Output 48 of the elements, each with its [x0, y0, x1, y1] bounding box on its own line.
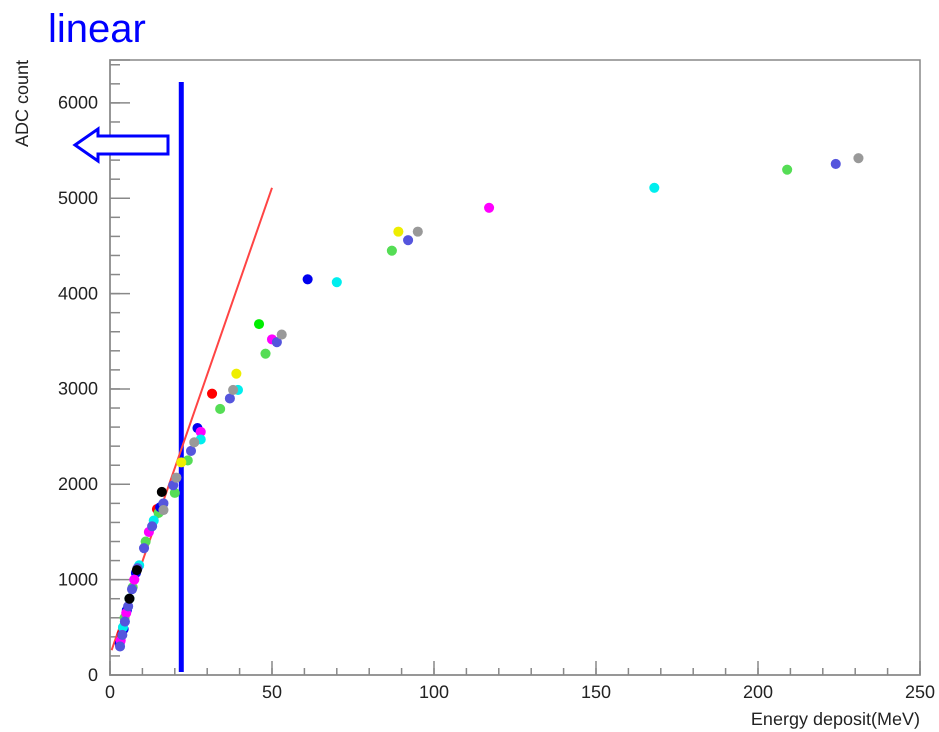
point: [412, 226, 423, 237]
point: [207, 388, 218, 399]
chart-title: linear: [48, 7, 146, 51]
point: [215, 404, 226, 414]
point: [853, 153, 864, 164]
point: [484, 202, 494, 213]
x-tick-label: 250: [904, 682, 936, 702]
point: [129, 574, 140, 585]
y-tick-label: 6000: [58, 92, 98, 113]
y-tick-label: 4000: [58, 283, 98, 304]
point: [254, 319, 264, 330]
point: [171, 472, 182, 483]
point: [830, 158, 841, 169]
y-tick-label: 5000: [58, 188, 98, 208]
point: [393, 226, 404, 237]
point: [302, 274, 313, 284]
point: [168, 480, 178, 490]
y-tick-label: 1000: [58, 569, 98, 590]
point: [228, 384, 238, 395]
point: [403, 235, 414, 246]
x-axis-title: Energy deposit(MeV): [750, 709, 920, 729]
point: [224, 393, 235, 404]
point: [115, 641, 126, 652]
point: [158, 505, 169, 516]
point: [138, 543, 150, 554]
x-tick-label: 200: [742, 682, 774, 702]
point: [231, 368, 242, 379]
point: [186, 446, 196, 456]
y-tick-label: 2000: [58, 474, 98, 494]
point: [147, 521, 158, 532]
point: [386, 246, 397, 256]
point: [782, 164, 792, 175]
x-tick-label: 0: [104, 682, 116, 702]
x-tick-label: 150: [580, 682, 612, 702]
point: [649, 182, 660, 193]
point: [260, 348, 271, 359]
point: [156, 486, 167, 497]
point: [176, 457, 186, 468]
point: [189, 437, 200, 448]
x-tick-label: 100: [418, 682, 450, 702]
x-tick-label: 50: [262, 682, 282, 702]
point: [120, 616, 130, 627]
y-axis-title: ADC count: [12, 60, 32, 148]
point: [276, 330, 287, 340]
point: [272, 337, 282, 348]
y-tick-label: 0: [88, 664, 98, 685]
point: [332, 277, 342, 288]
y-tick-label: 3000: [58, 378, 98, 399]
